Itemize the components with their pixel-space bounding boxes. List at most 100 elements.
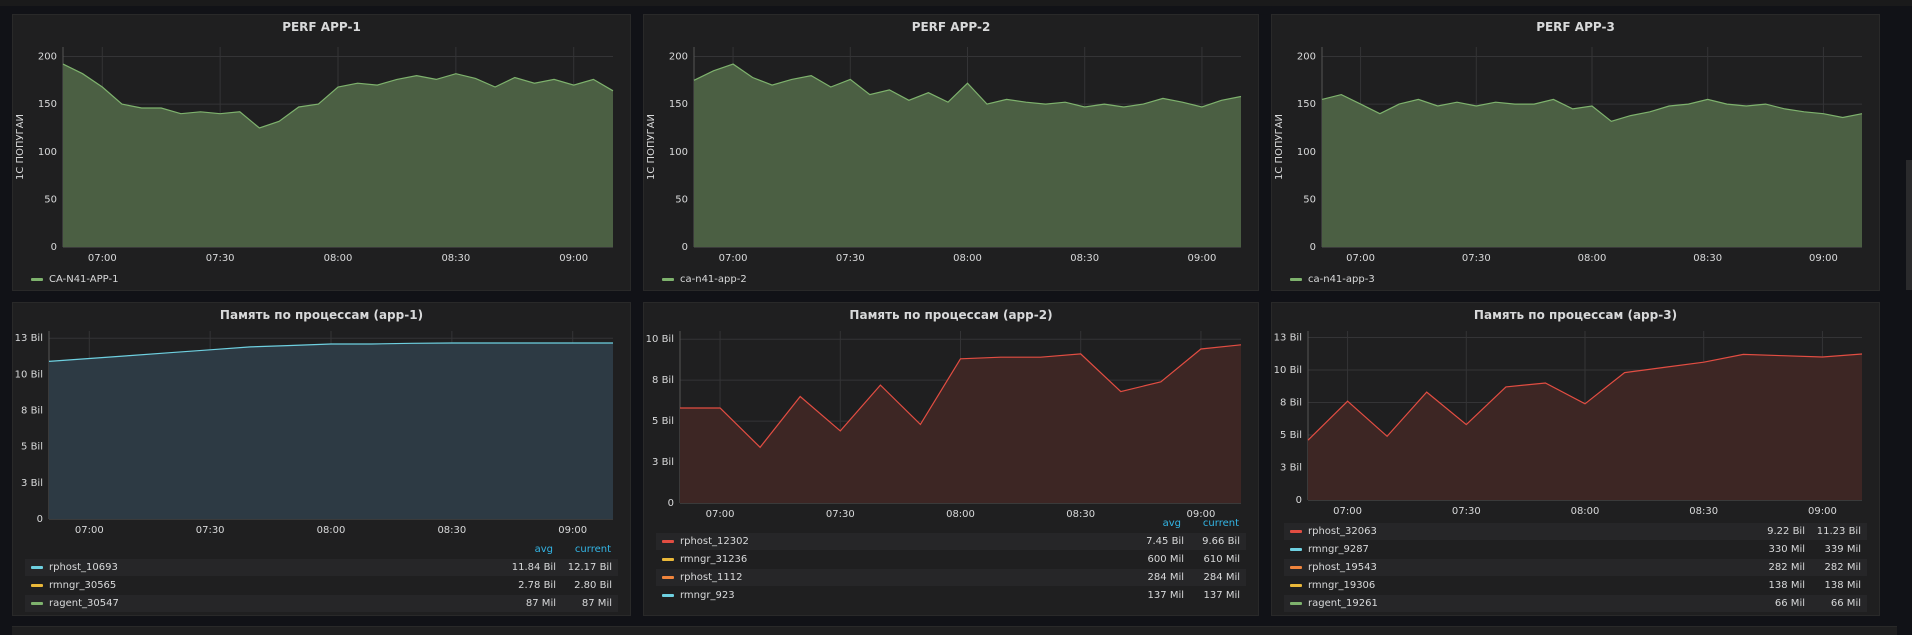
x-tick-label: 09:00 <box>1809 253 1838 264</box>
legend-swatch <box>662 594 674 597</box>
series-area <box>680 345 1241 503</box>
x-tick-label: 07:00 <box>1346 253 1375 264</box>
legend-current-value: 11.23 Bil <box>1817 523 1861 540</box>
x-tick-label: 07:00 <box>1333 506 1362 517</box>
y-tick-label: 150 <box>669 99 688 110</box>
legend-series-name: rphost_12302 <box>680 536 749 547</box>
x-tick-label: 07:30 <box>1452 506 1481 517</box>
x-tick-label: 08:30 <box>1689 506 1718 517</box>
avg-header[interactable]: avg <box>513 544 553 555</box>
legend-item[interactable]: ca-n41-app-2 <box>662 274 747 285</box>
y-axis-label: 1С ПОПУГАИ <box>646 114 657 180</box>
legend-avg-value: 330 Mil <box>1769 541 1805 558</box>
x-tick-label: 08:30 <box>437 525 466 533</box>
x-tick-label: 07:30 <box>836 253 865 264</box>
scrollbar[interactable] <box>1906 160 1912 290</box>
legend-current-value: 66 Mil <box>1831 595 1861 612</box>
legend-current-value: 137 Mil <box>1204 587 1240 604</box>
legend-row[interactable]: rmngr_923 137 Mil 137 Mil <box>656 587 1246 604</box>
legend-swatch <box>662 576 674 579</box>
y-tick-label: 150 <box>1297 99 1316 110</box>
current-header[interactable]: current <box>1189 518 1239 529</box>
legend-swatch <box>1290 584 1302 587</box>
y-tick-label: 8 Bil <box>21 406 43 417</box>
x-tick-label: 09:00 <box>1188 253 1217 264</box>
y-tick-label: 13 Bil <box>15 333 43 344</box>
y-tick-label: 50 <box>675 194 688 205</box>
legend-series-name: rmngr_923 <box>680 590 735 601</box>
legend-item[interactable]: CA-N41-APP-1 <box>31 274 118 285</box>
y-tick-label: 50 <box>1303 194 1316 205</box>
y-tick-label: 100 <box>1297 147 1316 158</box>
legend-current-value: 610 Mil <box>1204 551 1240 568</box>
x-tick-label: 07:00 <box>719 253 748 264</box>
legend-swatch <box>662 278 674 281</box>
legend-current-value: 2.80 Bil <box>574 577 612 594</box>
y-tick-label: 8 Bil <box>1280 398 1302 409</box>
x-tick-label: 07:30 <box>196 525 225 533</box>
legend-series-name: rmngr_30565 <box>49 580 116 591</box>
y-tick-label: 0 <box>37 514 43 525</box>
legend-avg-value: 284 Mil <box>1148 569 1184 586</box>
legend-series-name: ragent_19261 <box>1308 598 1378 609</box>
legend-current-value: 284 Mil <box>1204 569 1240 586</box>
x-tick-label: 07:30 <box>206 253 235 264</box>
y-tick-label: 10 Bil <box>646 334 674 345</box>
legend-avg-value: 600 Mil <box>1148 551 1184 568</box>
y-tick-label: 5 Bil <box>21 442 43 453</box>
legend-item[interactable]: ca-n41-app-3 <box>1290 274 1375 285</box>
legend-avg-value: 282 Mil <box>1769 559 1805 576</box>
legend-swatch <box>1290 548 1302 551</box>
avg-header[interactable]: avg <box>1141 518 1181 529</box>
y-tick-label: 13 Bil <box>1274 333 1302 344</box>
x-tick-label: 08:30 <box>1693 253 1722 264</box>
legend-label: ca-n41-app-2 <box>680 274 747 285</box>
x-tick-label: 07:00 <box>88 253 117 264</box>
series-area <box>694 64 1241 247</box>
x-tick-label: 08:00 <box>1578 253 1607 264</box>
y-tick-label: 0 <box>1296 495 1302 506</box>
series-area <box>1322 95 1862 247</box>
y-tick-label: 150 <box>38 99 57 110</box>
legend-swatch <box>31 278 43 281</box>
current-header[interactable]: current <box>561 544 611 555</box>
legend-series-name: rmngr_9287 <box>1308 544 1369 555</box>
legend-avg-value: 137 Mil <box>1148 587 1184 604</box>
legend-swatch <box>1290 566 1302 569</box>
legend-label: ca-n41-app-3 <box>1308 274 1375 285</box>
legend-series-name: rphost_10693 <box>49 562 118 573</box>
x-tick-label: 08:00 <box>1571 506 1600 517</box>
legend-avg-value: 11.84 Bil <box>512 559 556 576</box>
y-tick-label: 0 <box>1310 242 1316 253</box>
legend-avg-value: 138 Mil <box>1769 577 1805 594</box>
legend-label: CA-N41-APP-1 <box>49 274 118 285</box>
y-tick-label: 10 Bil <box>1274 365 1302 376</box>
y-tick-label: 200 <box>1297 52 1316 63</box>
legend-series-name: rmngr_19306 <box>1308 580 1375 591</box>
y-tick-label: 50 <box>44 194 57 205</box>
x-tick-label: 08:00 <box>317 525 346 533</box>
legend-avg-value: 87 Mil <box>526 595 556 612</box>
legend-current-value: 9.66 Bil <box>1202 533 1240 550</box>
y-tick-label: 100 <box>38 147 57 158</box>
